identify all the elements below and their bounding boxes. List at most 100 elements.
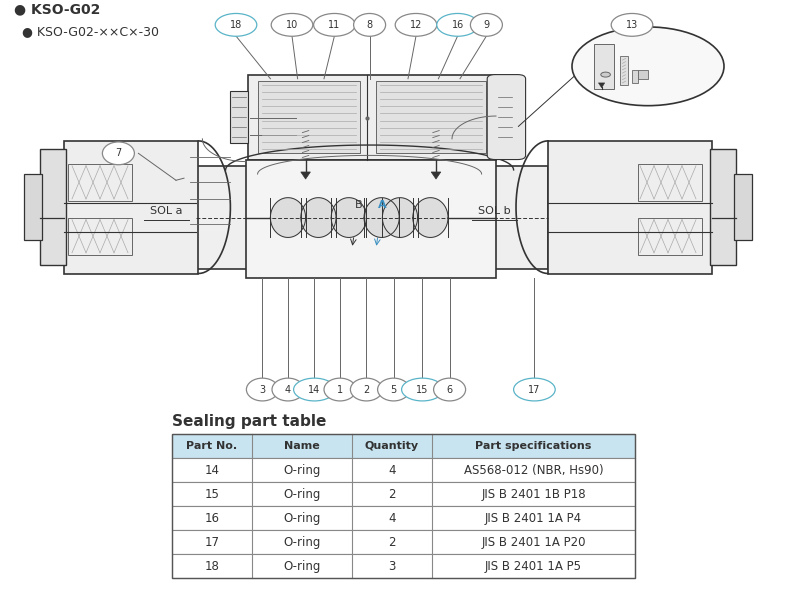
Polygon shape: [331, 198, 366, 218]
Ellipse shape: [246, 378, 278, 401]
Text: ● KSO-G02: ● KSO-G02: [14, 2, 101, 16]
FancyBboxPatch shape: [487, 75, 526, 159]
Text: 2: 2: [388, 488, 396, 501]
Text: 12: 12: [410, 20, 422, 30]
FancyBboxPatch shape: [172, 458, 635, 482]
Text: JIS B 2401 1B P18: JIS B 2401 1B P18: [481, 488, 586, 501]
Text: 17: 17: [205, 536, 219, 549]
Ellipse shape: [102, 142, 134, 165]
FancyBboxPatch shape: [246, 159, 496, 278]
Text: 3: 3: [259, 385, 266, 394]
Text: 15: 15: [205, 488, 219, 501]
Text: O-ring: O-ring: [283, 488, 321, 501]
FancyBboxPatch shape: [172, 554, 635, 578]
Polygon shape: [301, 198, 336, 218]
Ellipse shape: [350, 378, 382, 401]
Polygon shape: [270, 218, 306, 237]
FancyBboxPatch shape: [594, 44, 614, 89]
Text: Sealing part table: Sealing part table: [172, 414, 326, 429]
Text: 7: 7: [115, 149, 122, 158]
FancyBboxPatch shape: [638, 70, 648, 79]
Text: 4: 4: [388, 464, 396, 477]
Text: 1: 1: [337, 385, 343, 394]
Text: 2: 2: [388, 536, 396, 549]
FancyBboxPatch shape: [548, 141, 712, 274]
Polygon shape: [364, 218, 399, 237]
Text: 5: 5: [390, 385, 397, 394]
Ellipse shape: [271, 14, 313, 36]
Polygon shape: [270, 198, 306, 218]
Circle shape: [572, 27, 724, 106]
Ellipse shape: [437, 14, 478, 36]
FancyBboxPatch shape: [230, 91, 248, 143]
Ellipse shape: [324, 378, 356, 401]
Text: 8: 8: [366, 20, 373, 30]
Ellipse shape: [611, 14, 653, 36]
Text: JIS B 2401 1A P4: JIS B 2401 1A P4: [485, 511, 582, 525]
Text: 4: 4: [388, 511, 396, 525]
FancyBboxPatch shape: [620, 56, 628, 85]
Polygon shape: [431, 172, 441, 179]
Polygon shape: [382, 198, 418, 218]
FancyBboxPatch shape: [376, 81, 486, 153]
Text: Part No.: Part No.: [186, 442, 238, 451]
FancyBboxPatch shape: [24, 174, 42, 240]
Text: 13: 13: [626, 20, 638, 30]
Text: 6: 6: [446, 385, 453, 394]
FancyBboxPatch shape: [496, 91, 514, 143]
Ellipse shape: [514, 378, 555, 401]
Ellipse shape: [354, 14, 386, 36]
Text: O-ring: O-ring: [283, 511, 321, 525]
FancyBboxPatch shape: [172, 435, 635, 458]
Polygon shape: [382, 218, 418, 237]
Ellipse shape: [314, 14, 355, 36]
Ellipse shape: [402, 378, 443, 401]
Text: SOL b: SOL b: [478, 207, 510, 216]
FancyBboxPatch shape: [40, 149, 66, 265]
FancyBboxPatch shape: [196, 166, 548, 269]
Text: 18: 18: [230, 20, 242, 30]
Text: 14: 14: [205, 464, 219, 477]
Ellipse shape: [470, 14, 502, 36]
Polygon shape: [301, 172, 310, 179]
FancyBboxPatch shape: [632, 70, 638, 83]
Text: Part specifications: Part specifications: [475, 442, 592, 451]
Text: AS568-012 (NBR, Hs90): AS568-012 (NBR, Hs90): [464, 464, 603, 477]
Text: 17: 17: [528, 385, 541, 394]
Text: 11: 11: [328, 20, 341, 30]
Text: 10: 10: [286, 20, 298, 30]
FancyBboxPatch shape: [172, 482, 635, 506]
Text: Name: Name: [284, 442, 320, 451]
Polygon shape: [413, 198, 448, 218]
Text: 3: 3: [388, 559, 396, 572]
Text: Quantity: Quantity: [365, 442, 419, 451]
Polygon shape: [331, 218, 366, 237]
Text: O-ring: O-ring: [283, 559, 321, 572]
Polygon shape: [301, 218, 336, 237]
Text: 4: 4: [285, 385, 291, 394]
Text: B: B: [354, 200, 362, 210]
Text: 14: 14: [308, 385, 321, 394]
Polygon shape: [598, 83, 605, 88]
Ellipse shape: [434, 378, 466, 401]
Polygon shape: [413, 218, 448, 237]
Ellipse shape: [378, 378, 410, 401]
Text: O-ring: O-ring: [283, 536, 321, 549]
Text: 16: 16: [451, 20, 464, 30]
Ellipse shape: [294, 378, 335, 401]
FancyBboxPatch shape: [710, 149, 736, 265]
FancyBboxPatch shape: [258, 81, 360, 153]
Text: JIS B 2401 1A P5: JIS B 2401 1A P5: [485, 559, 582, 572]
Ellipse shape: [395, 14, 437, 36]
Text: SOL a: SOL a: [150, 207, 182, 216]
Text: JIS B 2401 1A P20: JIS B 2401 1A P20: [482, 536, 586, 549]
Text: 18: 18: [205, 559, 219, 572]
FancyBboxPatch shape: [248, 75, 496, 159]
Text: 9: 9: [483, 20, 490, 30]
Ellipse shape: [215, 14, 257, 36]
Circle shape: [601, 72, 610, 77]
Ellipse shape: [272, 378, 304, 401]
Text: 15: 15: [416, 385, 429, 394]
Text: 16: 16: [205, 511, 219, 525]
FancyBboxPatch shape: [64, 141, 198, 274]
